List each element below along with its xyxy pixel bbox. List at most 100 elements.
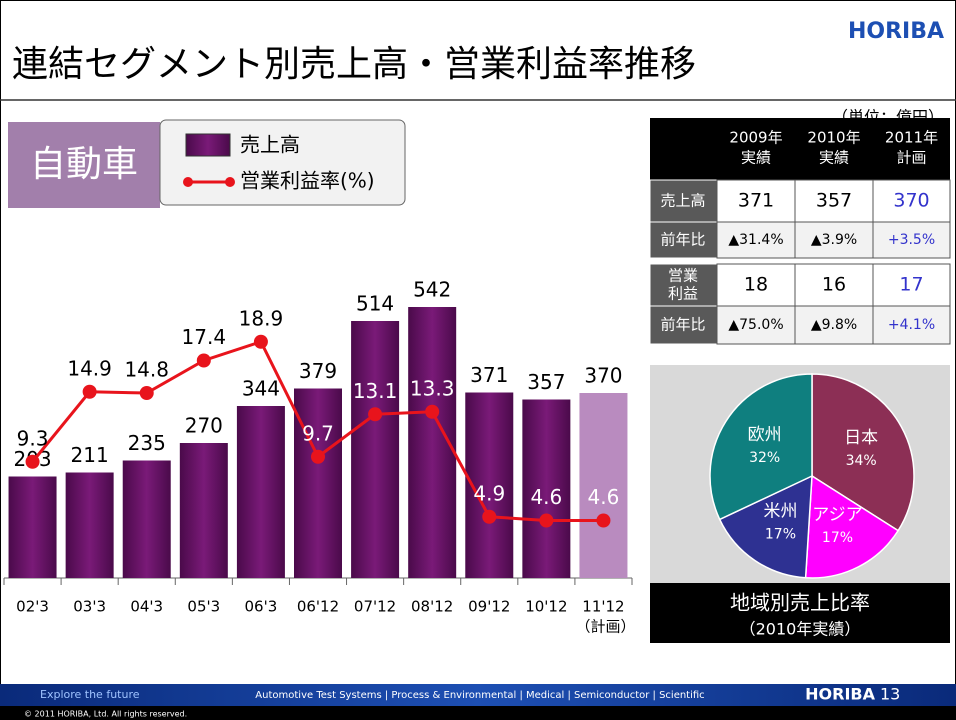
bar xyxy=(294,388,342,578)
column-header: 実績 xyxy=(819,149,849,167)
line-value-label: 17.4 xyxy=(182,325,227,349)
row-label: 前年比 xyxy=(660,316,705,334)
segment-box xyxy=(8,122,160,208)
bar xyxy=(579,393,628,578)
x-tick-label: 04'3 xyxy=(130,598,163,616)
x-tick-label: 06'3 xyxy=(245,598,278,616)
legend-swatch-bar xyxy=(185,133,231,157)
line-value-label: 9.3 xyxy=(17,426,49,450)
table-value: +4.1% xyxy=(888,317,935,333)
table-cell xyxy=(716,263,796,307)
row-label: 利益 xyxy=(668,285,698,303)
row-label: 営業 xyxy=(668,267,698,285)
table-cell xyxy=(794,179,874,223)
bar-value-label: 235 xyxy=(128,431,166,455)
legend-label: 売上高 xyxy=(240,133,300,157)
bar-value-label: 211 xyxy=(71,443,109,467)
table-cell xyxy=(872,221,951,259)
x-tick-label: 06'12 xyxy=(297,598,339,616)
slide-title: 連結セグメント別売上高・営業利益率推移 xyxy=(12,44,696,85)
line-value-label: 13.3 xyxy=(410,376,455,400)
footer-tagline: Explore the future xyxy=(40,688,140,701)
table-value: ▲31.4% xyxy=(728,232,783,248)
pie-slice xyxy=(709,373,813,521)
line-value-label: 14.8 xyxy=(124,358,169,382)
bar-value-label: 542 xyxy=(413,278,451,302)
table-cell xyxy=(872,263,951,307)
column-header: 計画 xyxy=(896,149,926,167)
row-label: 前年比 xyxy=(660,231,705,249)
table-value: 370 xyxy=(893,190,929,212)
line-value-label: 9.7 xyxy=(302,421,334,445)
x-tick-label: 02'3 xyxy=(16,598,49,616)
table-value: 371 xyxy=(738,190,774,212)
slice-value: 17% xyxy=(822,530,853,546)
table-value: +3.5% xyxy=(888,232,935,248)
copyright: © 2011 HORIBA, Ltd. All rights reserved. xyxy=(24,710,187,719)
table-value: 357 xyxy=(816,190,852,212)
slice-label: 欧州 xyxy=(748,425,782,445)
plan-note: （計画） xyxy=(575,618,635,636)
line-marker xyxy=(196,353,211,368)
legend-swatch-marker xyxy=(183,177,193,187)
line-marker xyxy=(539,513,554,528)
bar-value-label: 344 xyxy=(242,377,280,401)
table-value: 16 xyxy=(822,274,846,296)
page-number: 13 xyxy=(880,685,900,704)
line-marker xyxy=(425,404,440,419)
bar xyxy=(179,443,228,578)
table-cell xyxy=(716,305,796,345)
table-value: 18 xyxy=(744,274,768,296)
segment-label: 自動車 xyxy=(30,144,138,185)
line-value-label: 4.9 xyxy=(473,481,505,505)
slice-value: 34% xyxy=(846,453,877,469)
logo: HORIBA xyxy=(848,19,944,44)
pie-slice xyxy=(804,474,900,579)
table-cell xyxy=(716,221,796,259)
column-header: 2010年 xyxy=(807,129,860,147)
line-value-label: 18.9 xyxy=(239,306,284,330)
x-tick-label: 05'3 xyxy=(187,598,220,616)
line-value-label: 13.1 xyxy=(353,379,398,403)
pie-subtitle: （2010年実績） xyxy=(740,620,861,639)
row-label-bg xyxy=(649,221,718,259)
line-marker xyxy=(482,509,497,524)
x-tick-label: 08'12 xyxy=(411,598,453,616)
line-marker xyxy=(82,384,97,399)
footer-logo: HORIBA xyxy=(805,685,875,704)
bar xyxy=(522,399,571,578)
slice-value: 32% xyxy=(749,450,780,466)
slice-value: 17% xyxy=(765,526,796,542)
bar-value-label: 371 xyxy=(470,363,508,387)
line-marker xyxy=(25,454,40,469)
column-header: 2011年 xyxy=(885,129,938,147)
table-value: ▲9.8% xyxy=(811,317,857,333)
table-cell xyxy=(794,221,874,259)
bar xyxy=(8,476,57,578)
table-value: ▲3.9% xyxy=(811,232,857,248)
bar-value-label: 514 xyxy=(356,292,394,316)
row-label-bg xyxy=(649,305,718,345)
bar xyxy=(122,460,171,578)
footer-band xyxy=(0,684,956,706)
table-value: ▲75.0% xyxy=(728,317,783,333)
line-marker xyxy=(139,386,154,400)
table-value: 17 xyxy=(899,274,923,296)
bar-value-label: 357 xyxy=(527,370,565,394)
pie-caption-box xyxy=(650,583,950,643)
footer-businesses: Automotive Test Systems | Process & Envi… xyxy=(255,690,704,701)
table-cell xyxy=(872,305,951,345)
line-marker xyxy=(596,513,611,528)
x-tick-label: 07'12 xyxy=(354,598,396,616)
line-marker xyxy=(368,407,383,422)
line-marker xyxy=(253,334,268,349)
row-label: 売上高 xyxy=(660,192,705,210)
slice-label: 日本 xyxy=(844,428,878,448)
table-cell xyxy=(872,179,951,223)
table-header-bg xyxy=(650,118,950,180)
table-cell xyxy=(716,179,796,223)
x-tick-label: 03'3 xyxy=(73,598,106,616)
line-value-label: 4.6 xyxy=(530,485,562,509)
bar xyxy=(351,321,400,578)
